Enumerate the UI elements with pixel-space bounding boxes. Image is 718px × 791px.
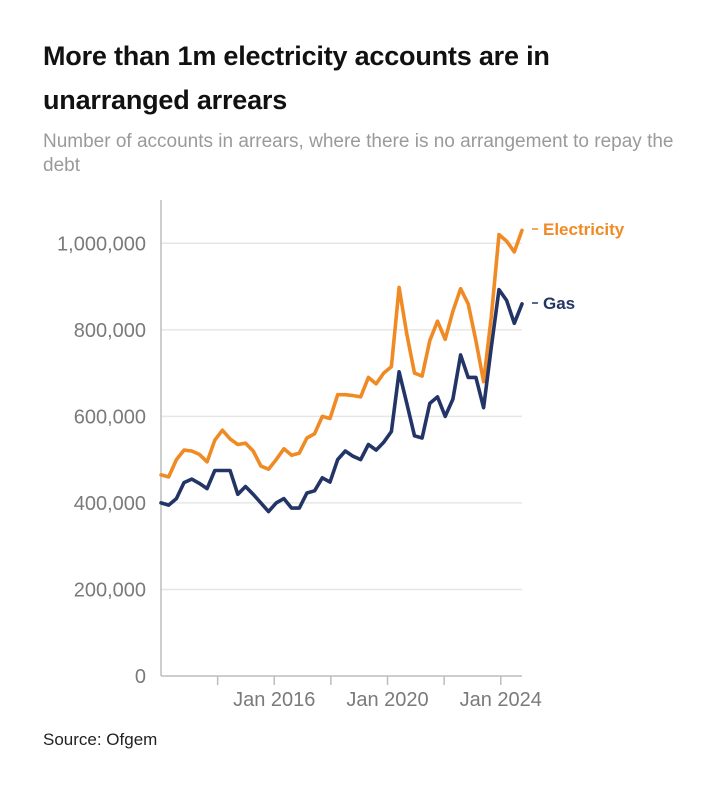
- y-tick-label: 1,000,000: [57, 233, 146, 255]
- electricity-series-label: Electricity: [543, 220, 625, 239]
- gas-series-label: Gas: [543, 294, 575, 313]
- chart-subtitle: Number of accounts in arrears, where the…: [43, 131, 674, 176]
- electricity-series-line: [159, 228, 524, 479]
- gas-series-line: [159, 287, 524, 514]
- y-tick-label: 400,000: [74, 493, 146, 515]
- x-tick-label: Jan 2016: [233, 689, 315, 711]
- y-tick-label: 200,000: [74, 579, 146, 601]
- chart-title: More than 1m electricity accounts are in…: [43, 41, 550, 115]
- x-tick-label: Jan 2024: [460, 689, 542, 711]
- y-tick-label: 600,000: [74, 406, 146, 428]
- x-tick-label: Jan 2020: [346, 689, 428, 711]
- y-tick-label: 0: [135, 666, 146, 688]
- source-note: Source: Ofgem: [43, 730, 158, 749]
- y-tick-label: 800,000: [74, 320, 146, 342]
